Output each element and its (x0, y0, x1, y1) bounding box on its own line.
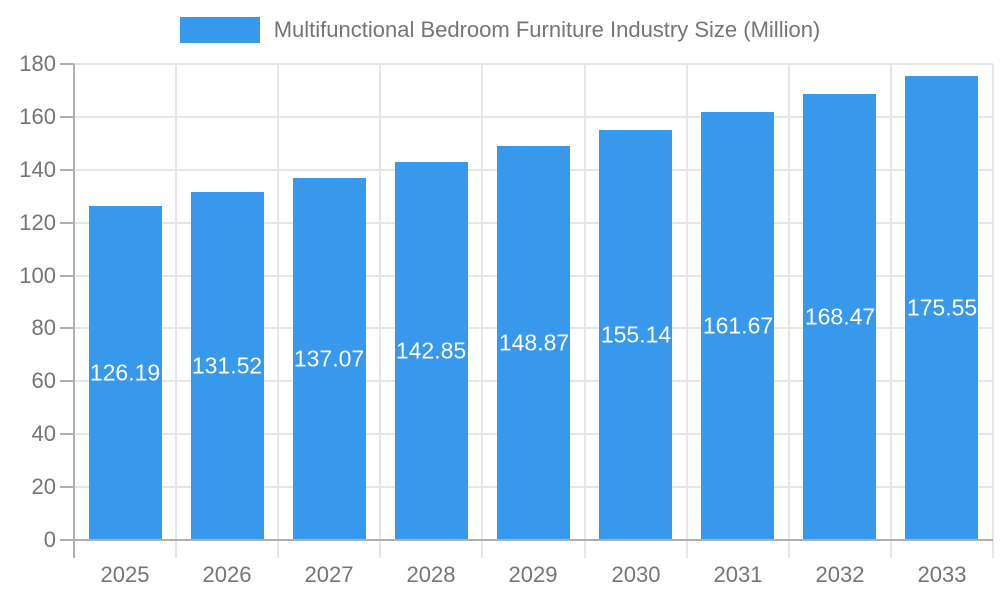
bar-value-label: 142.85 (395, 337, 467, 364)
y-axis-tick (60, 222, 74, 224)
gridline-horizontal (74, 63, 993, 65)
chart-legend: Multifunctional Bedroom Furniture Indust… (0, 16, 1000, 44)
gridline-vertical (584, 64, 586, 540)
x-axis-tick-label: 2033 (917, 562, 967, 587)
x-axis-tick-label: 2025 (100, 562, 150, 587)
y-axis-tick-label: 160 (19, 104, 56, 129)
x-axis-tick (686, 540, 688, 558)
x-axis-tick-label: 2026 (202, 562, 252, 587)
bar-2026 (191, 192, 264, 539)
gridline-vertical (175, 64, 177, 540)
x-axis-tick-label: 2027 (304, 562, 354, 587)
x-axis-tick (584, 540, 586, 558)
y-axis-tick-label: 0 (43, 527, 56, 552)
y-axis-tick (60, 327, 74, 329)
legend-color-swatch (179, 17, 260, 43)
bar-2030 (599, 130, 672, 539)
x-axis-tick (890, 540, 892, 558)
y-axis-tick-label: 180 (19, 51, 56, 76)
bar-value-label: 126.19 (89, 359, 161, 386)
bar-2028 (395, 162, 468, 539)
bar-2025 (89, 206, 162, 539)
chart-title: Multifunctional Bedroom Furniture Indust… (273, 17, 821, 42)
y-axis-tick (60, 433, 74, 435)
x-axis-tick (992, 540, 994, 558)
x-axis-tick (481, 540, 483, 558)
gridline-horizontal (74, 116, 993, 118)
y-axis-tick-label: 100 (19, 263, 56, 288)
y-axis-tick (60, 539, 74, 541)
bar-2033 (905, 76, 978, 539)
gridline-vertical (992, 64, 994, 540)
y-axis-line (73, 64, 75, 558)
bar-2027 (293, 178, 366, 539)
x-axis-tick (379, 540, 381, 558)
gridline-vertical (890, 64, 892, 540)
gridline-vertical (788, 64, 790, 540)
gridline-vertical (379, 64, 381, 540)
x-axis-tick-label: 2032 (815, 562, 865, 587)
y-axis-tick-label: 80 (31, 315, 56, 340)
y-axis-tick-label: 120 (19, 210, 56, 235)
x-axis-tick (788, 540, 790, 558)
x-axis-tick (175, 540, 177, 558)
y-axis-tick (60, 486, 74, 488)
x-axis-tick-label: 2030 (611, 562, 661, 587)
y-axis-tick-label: 60 (31, 368, 56, 393)
bar-2031 (701, 112, 774, 539)
bar-value-label: 148.87 (498, 329, 570, 356)
y-axis-tick-label: 40 (31, 421, 56, 446)
x-axis-tick-label: 2029 (508, 562, 558, 587)
y-axis-tick-label: 20 (31, 474, 56, 499)
bar-value-label: 131.52 (191, 352, 263, 379)
bar-2032 (803, 94, 876, 539)
gridline-vertical (686, 64, 688, 540)
bar-2029 (497, 146, 570, 539)
bar-value-label: 168.47 (804, 303, 876, 330)
y-axis-tick (60, 63, 74, 65)
y-axis-tick (60, 169, 74, 171)
y-axis-tick-label: 140 (19, 157, 56, 182)
y-axis-tick (60, 116, 74, 118)
gridline-vertical (481, 64, 483, 540)
x-axis-tick-label: 2028 (406, 562, 456, 587)
bar-value-label: 175.55 (906, 294, 978, 321)
bar-value-label: 155.14 (600, 321, 672, 348)
bar-value-label: 137.07 (293, 345, 365, 372)
y-axis-tick (60, 380, 74, 382)
x-axis-tick (277, 540, 279, 558)
gridline-vertical (277, 64, 279, 540)
bar-value-label: 161.67 (702, 312, 774, 339)
x-axis-line (74, 539, 993, 541)
y-axis-tick (60, 275, 74, 277)
x-axis-tick-label: 2031 (713, 562, 763, 587)
